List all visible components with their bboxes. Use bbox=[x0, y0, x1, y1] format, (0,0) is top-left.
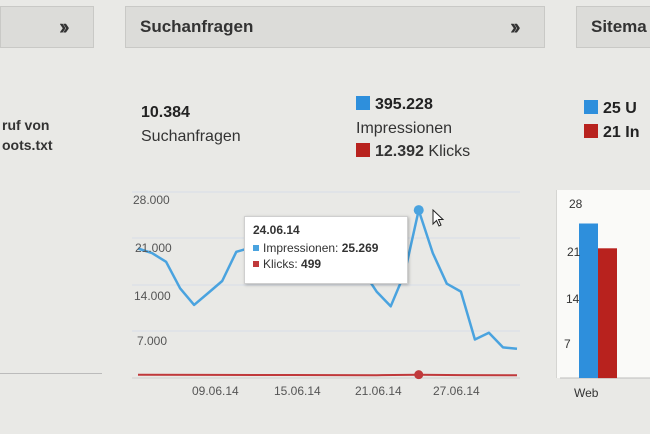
tooltip-clicks-label: Klicks: bbox=[263, 257, 298, 271]
double-chevron-right-icon[interactable]: ›› bbox=[510, 14, 520, 39]
y-tick-label: 14.000 bbox=[134, 289, 171, 303]
x-tick-label: 21.06.14 bbox=[355, 384, 402, 398]
clicks-series-line bbox=[137, 373, 518, 377]
y-tick-label: 28.000 bbox=[133, 193, 170, 207]
panel-title: Suchanfragen bbox=[140, 17, 254, 36]
clicks-label: Klicks bbox=[428, 143, 471, 160]
queries-value: 10.384 bbox=[141, 104, 190, 121]
panel-title: Sitema bbox=[591, 17, 647, 36]
bar-y-tick-label: 7 bbox=[564, 337, 571, 351]
impressions-swatch bbox=[356, 96, 370, 110]
impressions-label: Impressionen bbox=[356, 120, 453, 137]
bar-y-tick-label: 28 bbox=[569, 197, 583, 211]
x-tick-label: 15.06.14 bbox=[274, 384, 321, 398]
tooltip-clicks-value: 499 bbox=[301, 257, 322, 271]
sitemap-legend-1: 25 U bbox=[584, 100, 637, 118]
tooltip-clicks-row: Klicks: 499 bbox=[253, 257, 399, 271]
sitemap-legend-2: 21 In bbox=[584, 124, 639, 142]
bar-category-label: Web bbox=[574, 386, 599, 400]
indexed-swatch bbox=[584, 124, 598, 138]
left-panel-text-1: ruf von bbox=[2, 117, 50, 133]
clicks-dot bbox=[253, 261, 259, 267]
tooltip-impressions-row: Impressionen: 25.269 bbox=[253, 241, 399, 255]
sitemap-legend-2-text: 21 In bbox=[603, 124, 640, 141]
search-queries-header[interactable]: Suchanfragen ›› bbox=[125, 6, 545, 48]
x-tick-label: 27.06.14 bbox=[433, 384, 480, 398]
submitted-swatch bbox=[584, 100, 598, 114]
y-tick-label: 21.000 bbox=[135, 241, 172, 255]
chart-tooltip: 24.06.14 Impressionen: 25.269 Klicks: 49… bbox=[244, 216, 408, 284]
x-tick-label: 09.06.14 bbox=[192, 384, 239, 398]
tooltip-date: 24.06.14 bbox=[253, 223, 300, 237]
left-panel-header: ›› bbox=[0, 6, 94, 48]
queries-label: Suchanfragen bbox=[141, 128, 241, 145]
left-panel-baseline bbox=[0, 373, 102, 374]
double-chevron-right-icon[interactable]: ›› bbox=[59, 14, 69, 39]
clicks-legend[interactable]: 12.392 Klicks bbox=[356, 143, 470, 161]
clicks-hover-point[interactable] bbox=[414, 370, 424, 380]
impressions-legend[interactable]: 395.228 bbox=[356, 96, 433, 114]
impressions-hover-point[interactable] bbox=[413, 205, 424, 216]
bar-y-tick-label: 21 bbox=[567, 245, 581, 259]
impressions-dot bbox=[253, 245, 259, 251]
bar-y-tick-label: 14 bbox=[566, 292, 580, 306]
impressions-value: 395.228 bbox=[375, 96, 433, 113]
y-tick-label: 7.000 bbox=[137, 334, 168, 348]
sitemaps-header[interactable]: Sitema bbox=[576, 6, 650, 48]
left-panel-text-2: oots.txt bbox=[2, 137, 53, 153]
tooltip-impressions-label: Impressionen: bbox=[263, 241, 339, 255]
clicks-swatch bbox=[356, 143, 370, 157]
clicks-value: 12.392 bbox=[375, 143, 424, 160]
tooltip-impressions-value: 25.269 bbox=[341, 241, 379, 255]
sitemap-legend-1-text: 25 U bbox=[603, 100, 637, 117]
mouse-cursor-icon bbox=[432, 209, 445, 227]
